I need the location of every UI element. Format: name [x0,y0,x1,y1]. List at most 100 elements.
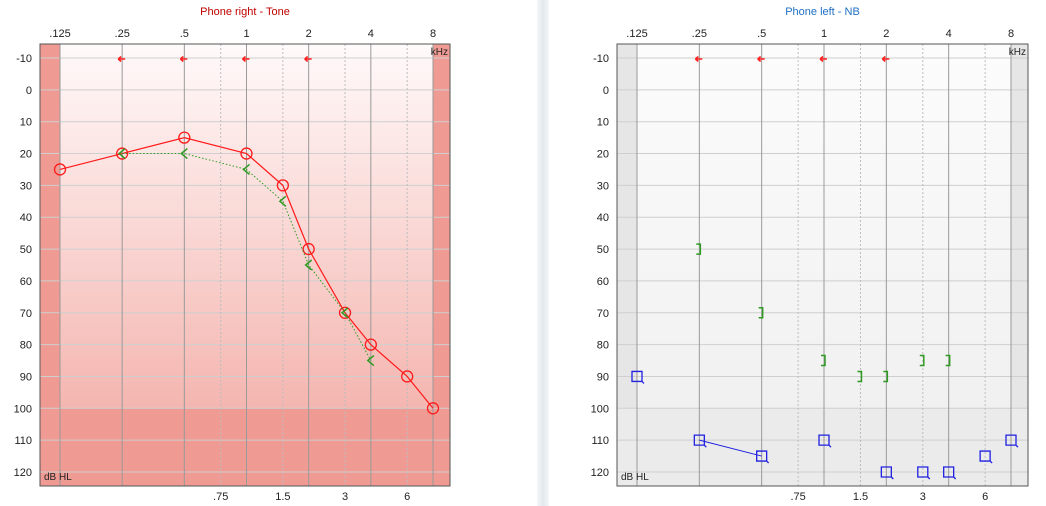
data-point-bracket [919,354,925,367]
y-tick-label: 50 [20,244,32,256]
x-tick-label-bottom: .75 [790,491,805,503]
data-point-circle [178,131,191,144]
x-tick-label-bottom: 6 [404,491,410,503]
series-line [699,439,762,457]
y-tick-label: 50 [597,244,609,256]
x-tick-label-top: 2 [883,28,889,40]
x-tick-label-top: .25 [692,28,707,40]
data-point-chevron [304,259,313,271]
data-point-chevron [242,163,250,176]
y-tick-label: 60 [597,276,609,288]
left-shaded-band [40,44,60,486]
data-point-square [756,450,770,464]
bottom-shaded-band [617,408,1028,486]
x-tick-label-top: 8 [1008,28,1014,40]
bottom-shaded-band [40,408,450,486]
y-tick-label: 20 [20,149,32,161]
arrow-mark [117,55,126,63]
data-point-chevron [366,354,375,367]
arrow-mark [304,55,312,63]
y-tick-label: 40 [597,212,609,224]
data-point-square [693,434,707,448]
y-tick-label: 60 [20,276,32,288]
panel-divider [537,0,549,506]
x-tick-label-top: .25 [115,28,130,40]
data-point-bracket [857,370,863,383]
data-point-square [631,370,645,384]
plot-frame [616,43,1029,487]
data-point-square [880,466,894,480]
x-tick-label-bottom: 1.5 [275,491,290,503]
y-tick-label: 100 [14,403,32,415]
y-tick-label: 80 [597,340,609,352]
y-tick-label: 100 [591,403,609,415]
data-point-chevron [278,195,287,207]
y-tick-label: 90 [20,371,32,383]
data-point-circle [338,306,352,319]
y-tick-label: 80 [20,340,32,352]
data-point-chevron [117,147,126,160]
plot-frame [39,43,451,487]
data-point-circle [302,242,315,256]
arrow-mark [242,55,250,63]
y-tick-label: 20 [597,149,609,161]
data-point-square [943,466,957,480]
y-tick-label: 30 [597,180,609,192]
data-point-circle [116,147,129,160]
y-tick-label: 40 [20,212,32,224]
y-tick-label: 0 [603,85,609,97]
y-tick-label: 10 [20,117,32,129]
arrow-mark [819,55,827,63]
y-tick-label: 0 [26,85,32,97]
x-tick-label-bottom: 3 [920,491,926,503]
arrow-mark [757,55,765,63]
x-unit-label: kHz [1009,47,1026,58]
y-unit-label: dB HL [44,472,72,483]
y-tick-label: 120 [591,467,609,479]
data-point-square [818,434,832,448]
chart-title: Phone right - Tone [200,6,290,18]
x-tick-label-top: 1 [243,28,249,40]
x-tick-label-bottom: 6 [982,491,988,503]
x-tick-label-top: .5 [180,28,189,40]
right-ear-audiogram: -10 0 10 20 30 40 50 60 70 80 90 100 110 120 .125 .25 .5… [14,6,451,503]
data-point-circle [276,179,290,192]
data-point-chevron [180,147,188,160]
x-unit-label: kHz [431,47,448,58]
data-point-bracket [945,354,951,367]
x-tick-label-top: .5 [757,28,766,40]
x-tick-label-bottom: 3 [342,491,348,503]
data-point-circle [53,163,67,176]
data-point-square [917,466,931,480]
arrow-mark [881,55,890,63]
x-tick-label-top: 2 [306,28,312,40]
data-point-square [1005,434,1019,448]
y-tick-label: 10 [597,117,609,129]
x-tick-label-top: 8 [430,28,436,40]
y-tick-label: -10 [593,53,609,65]
data-point-circle [401,370,414,383]
data-point-chevron [340,307,349,319]
y-tick-label: 110 [14,435,32,447]
y-tick-label: 70 [20,308,32,320]
data-point-circle [240,147,253,160]
x-tick-label-top: 4 [946,28,952,40]
x-tick-label-top: .125 [49,28,70,40]
data-point-bracket [758,307,764,319]
right-shaded-band [1011,44,1028,486]
chart-title: Phone left - NB [785,6,860,18]
data-point-circle [364,338,377,351]
arrow-mark [694,55,703,63]
y-unit-label: dB HL [621,472,649,483]
y-tick-label: 90 [597,371,609,383]
data-point-bracket [883,370,889,383]
data-point-square [979,450,993,464]
data-point-bracket [696,243,702,255]
series-line [59,136,434,409]
x-tick-label-top: .125 [626,28,647,40]
y-tick-label: 120 [14,467,32,479]
data-point-bracket [821,354,826,367]
arrow-mark [179,55,188,63]
y-tick-label: 70 [597,308,609,320]
